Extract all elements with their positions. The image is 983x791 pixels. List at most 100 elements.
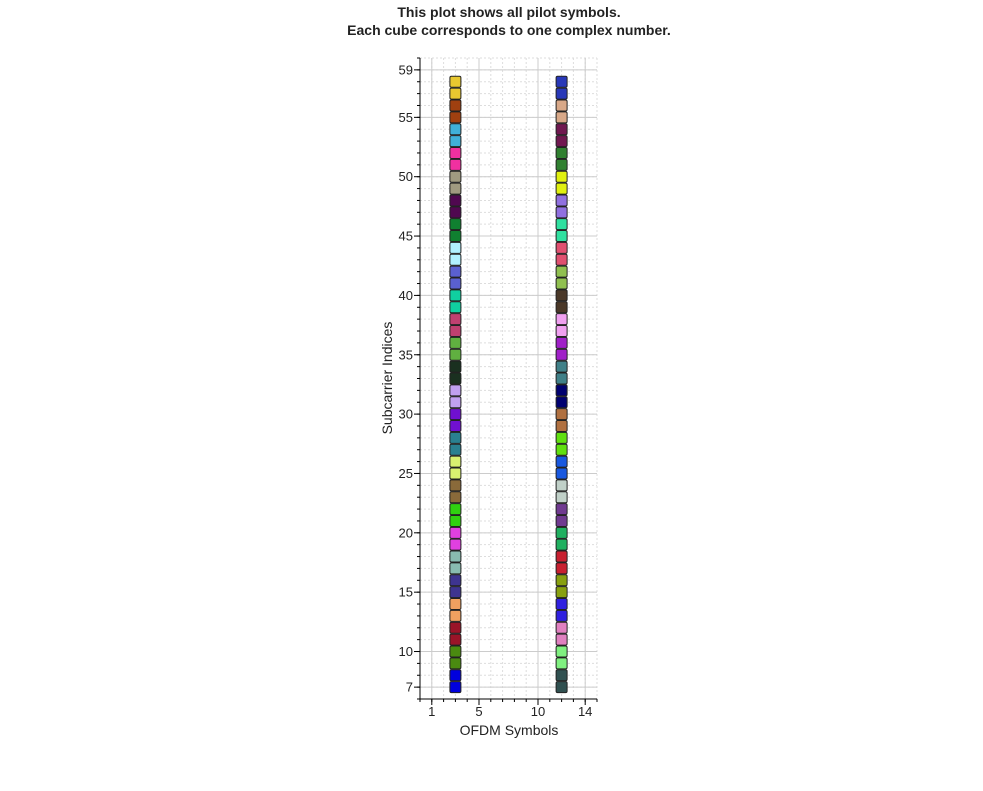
cube (555, 443, 568, 456)
cube (555, 218, 568, 231)
cube (555, 503, 568, 516)
cube (449, 586, 462, 599)
cube (555, 621, 568, 634)
cube (555, 562, 568, 575)
x-tick-label: 5 (475, 704, 482, 719)
cube (449, 384, 462, 397)
cube (449, 123, 462, 136)
cube (449, 206, 462, 219)
cube (449, 633, 462, 646)
cube (555, 372, 568, 385)
cube (555, 99, 568, 112)
cube (449, 87, 462, 100)
cube (555, 135, 568, 148)
cube (449, 194, 462, 207)
cube (449, 336, 462, 349)
cube (555, 467, 568, 480)
cube (449, 479, 462, 492)
cube (449, 230, 462, 243)
cube (449, 360, 462, 373)
cube (449, 313, 462, 326)
cube (555, 574, 568, 587)
cube (449, 514, 462, 527)
cube (555, 538, 568, 551)
cube (449, 681, 462, 694)
cube (449, 669, 462, 682)
cube (555, 657, 568, 670)
x-tick-label: 1 (428, 704, 435, 719)
cube (449, 372, 462, 385)
cube (449, 645, 462, 658)
cube (449, 538, 462, 551)
cube (449, 419, 462, 432)
cube (449, 491, 462, 504)
cube (555, 609, 568, 622)
cube (555, 384, 568, 397)
cube (555, 206, 568, 219)
chart-title-line: Each cube corresponds to one complex num… (347, 22, 671, 38)
cube (555, 419, 568, 432)
cube (449, 609, 462, 622)
cube (449, 75, 462, 88)
cube (555, 586, 568, 599)
cube (555, 681, 568, 694)
cube (555, 455, 568, 468)
cube (555, 514, 568, 527)
cube (555, 396, 568, 409)
y-tick-label: 45 (399, 229, 413, 244)
cube (555, 301, 568, 314)
cube (449, 301, 462, 314)
cube (555, 146, 568, 159)
cube (555, 313, 568, 326)
y-tick-label: 59 (399, 62, 413, 77)
cube (449, 657, 462, 670)
cube (449, 111, 462, 124)
cube (555, 633, 568, 646)
cube (449, 289, 462, 302)
cube (555, 277, 568, 290)
cube (555, 645, 568, 658)
y-tick-label: 50 (399, 169, 413, 184)
y-tick-label: 40 (399, 288, 413, 303)
y-tick-label: 20 (399, 525, 413, 540)
cube (555, 550, 568, 563)
cube (449, 598, 462, 611)
y-tick-label: 10 (399, 644, 413, 659)
cube (555, 241, 568, 254)
cube (449, 467, 462, 480)
y-tick-label: 55 (399, 110, 413, 125)
cube (555, 75, 568, 88)
cube (555, 158, 568, 171)
cube (449, 99, 462, 112)
cube (449, 550, 462, 563)
cube (555, 325, 568, 338)
cube (449, 431, 462, 444)
cube (449, 443, 462, 456)
y-tick-label: 35 (399, 347, 413, 362)
y-tick-label: 15 (399, 585, 413, 600)
y-tick-label: 25 (399, 466, 413, 481)
cube (555, 526, 568, 539)
cube (449, 396, 462, 409)
x-axis-label: OFDM Symbols (460, 722, 559, 738)
cube (555, 491, 568, 504)
cube (555, 123, 568, 136)
cube (555, 289, 568, 302)
cube (555, 669, 568, 682)
x-tick-label: 10 (531, 704, 545, 719)
cube (449, 503, 462, 516)
cube (555, 265, 568, 278)
cube (449, 277, 462, 290)
y-tick-label: 30 (399, 407, 413, 422)
cube (555, 182, 568, 195)
cube (555, 598, 568, 611)
cube (449, 182, 462, 195)
cube (555, 479, 568, 492)
cube (555, 230, 568, 243)
y-axis-label: Subcarrier Indices (379, 322, 395, 435)
cube (449, 408, 462, 421)
cube (555, 87, 568, 100)
cube (555, 170, 568, 183)
cube (555, 194, 568, 207)
